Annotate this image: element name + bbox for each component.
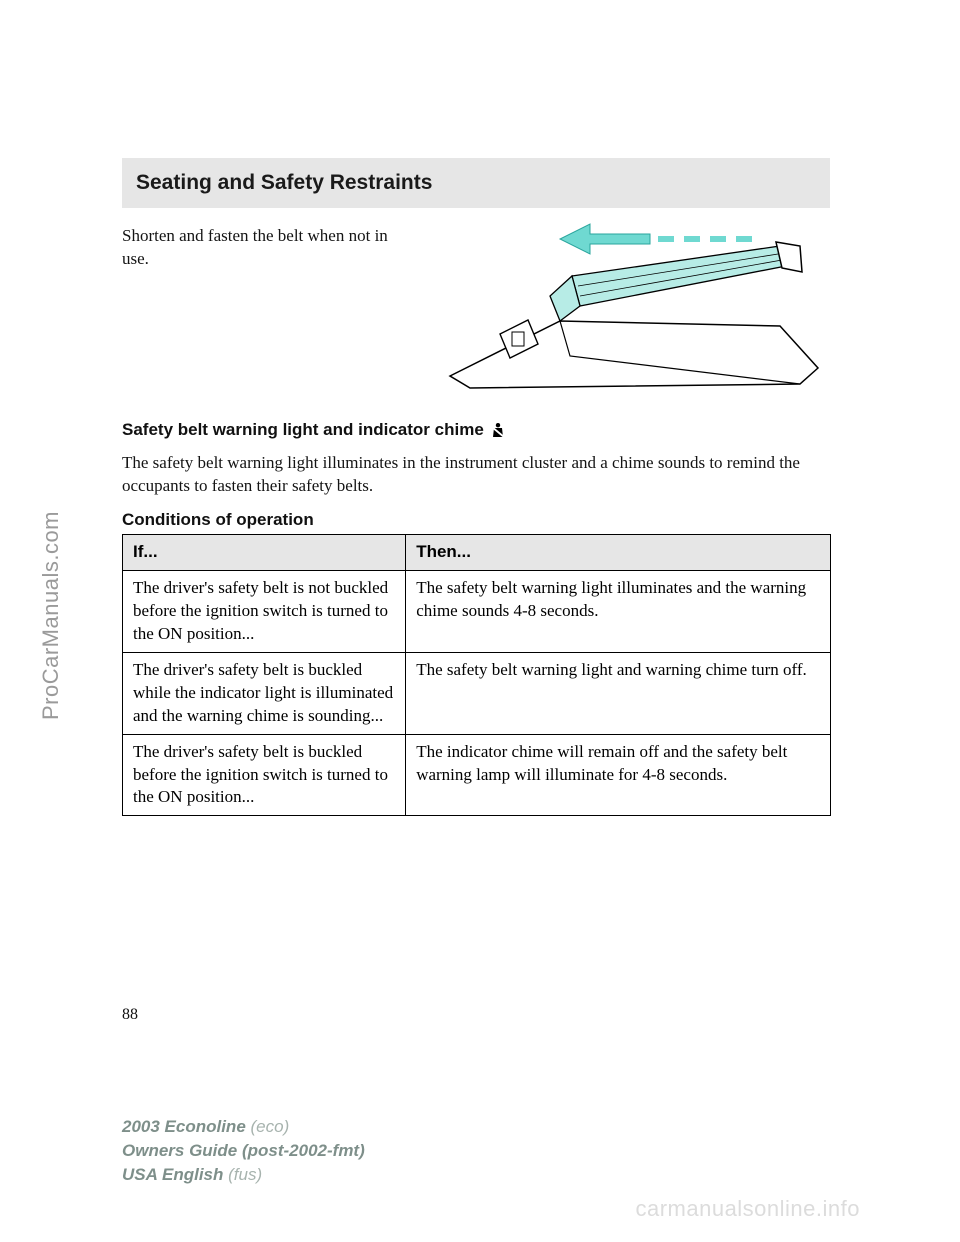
table-row: The driver's safety belt is buckled whil… (123, 652, 831, 734)
page-container: ProCarManuals.com Seating and Safety Res… (0, 0, 960, 1242)
footer-model-2: Owners Guide (post-2002-fmt) (122, 1141, 365, 1160)
right-watermark: carmanualsonline.info (635, 1196, 860, 1222)
footer-model-3: USA English (122, 1165, 223, 1184)
subsection-1-body: The safety belt warning light illuminate… (122, 452, 822, 498)
table-header-if: If... (123, 535, 406, 571)
table-row: The driver's safety belt is not buckled … (123, 570, 831, 652)
section-title: Seating and Safety Restraints (136, 171, 432, 195)
table-cell-then: The safety belt warning light and warnin… (406, 652, 831, 734)
footer-block: 2003 Econoline (eco) Owners Guide (post-… (122, 1115, 365, 1186)
table-cell-if: The driver's safety belt is buckled befo… (123, 734, 406, 816)
footer-paren-1: (eco) (251, 1117, 290, 1136)
table-cell-if: The driver's safety belt is buckled whil… (123, 652, 406, 734)
table-header-row: If... Then... (123, 535, 831, 571)
table-cell-then: The indicator chime will remain off and … (406, 734, 831, 816)
footer-paren-3: (fus) (228, 1165, 262, 1184)
footer-line-1: 2003 Econoline (eco) (122, 1115, 365, 1139)
seatbelt-icon (490, 422, 506, 438)
table-cell-if: The driver's safety belt is not buckled … (123, 570, 406, 652)
intro-paragraph: Shorten and fasten the belt when not in … (122, 225, 402, 271)
conditions-table: If... Then... The driver's safety belt i… (122, 534, 831, 816)
table-row: The driver's safety belt is buckled befo… (123, 734, 831, 816)
subsection-heading-1-text: Safety belt warning light and indicator … (122, 420, 484, 440)
section-header-bar: Seating and Safety Restraints (122, 158, 830, 208)
subsection-heading-2: Conditions of operation (122, 510, 314, 530)
seatbelt-illustration (430, 216, 828, 394)
footer-model-1: 2003 Econoline (122, 1117, 246, 1136)
footer-line-3: USA English (fus) (122, 1163, 365, 1187)
page-number: 88 (122, 1006, 138, 1024)
footer-line-2: Owners Guide (post-2002-fmt) (122, 1139, 365, 1163)
table-header-then: Then... (406, 535, 831, 571)
table-cell-then: The safety belt warning light illuminate… (406, 570, 831, 652)
left-watermark: ProCarManuals.com (38, 511, 64, 720)
subsection-heading-1: Safety belt warning light and indicator … (122, 420, 506, 440)
